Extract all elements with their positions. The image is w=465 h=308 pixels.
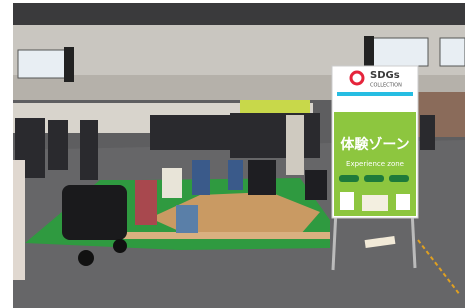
- sign-title: 体験ゾーン: [340, 136, 409, 153]
- speaker: [364, 36, 374, 68]
- ceiling: [13, 3, 465, 25]
- sign-logo-sub: COLLECTION: [370, 83, 402, 89]
- window: [373, 38, 428, 66]
- page: {"sign": {"logo": "SDGs", "logo_sub": "C…: [0, 0, 465, 308]
- window: [440, 38, 465, 66]
- booth-sign: [240, 100, 310, 114]
- sdg-strip: [337, 92, 413, 96]
- person-edge: [13, 160, 25, 280]
- photo: SDGs COLLECTION 体験ゾーン Experience zone: [0, 0, 465, 308]
- sign-subtitle: Experience zone: [346, 160, 404, 168]
- window: [18, 50, 66, 78]
- wood-plank: [120, 232, 330, 239]
- speaker: [64, 47, 74, 82]
- sign-logo: SDGs: [370, 70, 400, 81]
